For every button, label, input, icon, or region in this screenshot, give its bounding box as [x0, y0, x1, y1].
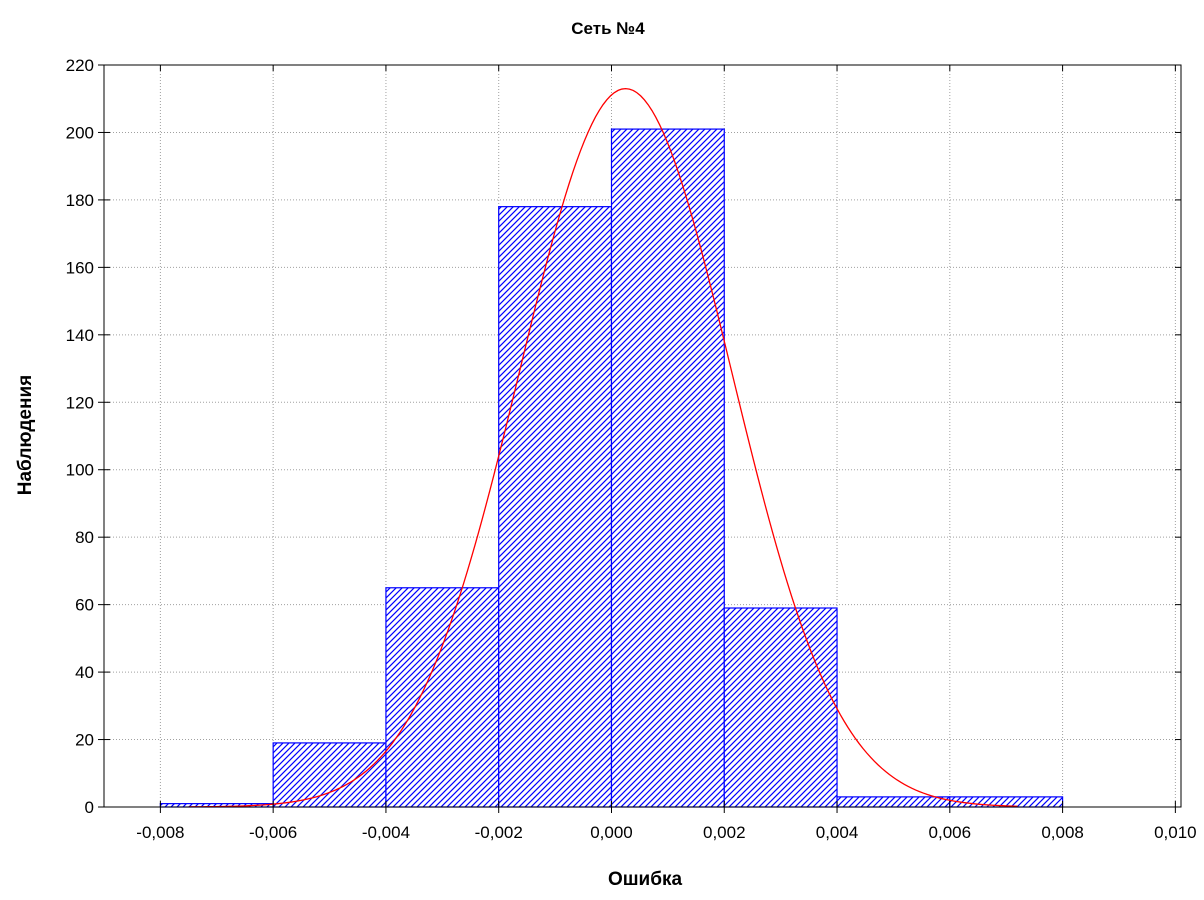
- axes: [103, 64, 1182, 808]
- x-tick-label-8: 0,008: [1041, 823, 1084, 842]
- y-tick-label-8: 160: [66, 258, 94, 277]
- x-tick-label-5: 0,002: [703, 823, 746, 842]
- x-tick-label-0: -0,008: [136, 823, 184, 842]
- histogram-bar-4: [610, 128, 725, 808]
- x-tick-label-3: -0,002: [475, 823, 523, 842]
- y-tick-label-10: 200: [66, 123, 94, 142]
- plot-frame: [103, 64, 1182, 808]
- chart-title: Сеть №4: [571, 19, 645, 38]
- x-tick-label-9: 0,010: [1154, 823, 1197, 842]
- x-tick-label-7: 0,006: [929, 823, 972, 842]
- y-tick-label-0: 0: [85, 798, 94, 817]
- normal-fit-curve: [188, 87, 1018, 808]
- y-tick-label-5: 100: [66, 461, 94, 480]
- histogram-bars: [159, 128, 1064, 808]
- y-tick-label-3: 60: [75, 596, 94, 615]
- y-axis-label: Наблюдения: [15, 375, 36, 495]
- tick-marks: [98, 64, 1181, 813]
- histogram-bar-6: [836, 796, 951, 808]
- y-tick-label-9: 180: [66, 191, 94, 210]
- x-tick-label-2: -0,004: [362, 823, 410, 842]
- tick-labels: 0 20 40 60 80 100 120 140 160 180 200 220 -0,008 -0,0…: [66, 56, 1197, 842]
- y-tick-label-2: 40: [75, 663, 94, 682]
- x-tick-label-1: -0,006: [249, 823, 297, 842]
- histogram-bar-2: [385, 587, 500, 808]
- histogram-bar-1: [272, 742, 387, 808]
- y-tick-label-11: 220: [66, 56, 94, 75]
- fit-curve-line: [188, 87, 1018, 808]
- x-axis-label: Ошибка: [608, 869, 683, 890]
- histogram-bar-5: [723, 607, 838, 808]
- y-tick-label-6: 120: [66, 393, 94, 412]
- x-tick-label-6: 0,004: [816, 823, 859, 842]
- y-tick-label-7: 140: [66, 326, 94, 345]
- x-tick-label-4: 0,000: [590, 823, 633, 842]
- y-tick-label-1: 20: [75, 731, 94, 750]
- y-tick-label-4: 80: [75, 528, 94, 547]
- histogram-bar-3: [498, 206, 613, 808]
